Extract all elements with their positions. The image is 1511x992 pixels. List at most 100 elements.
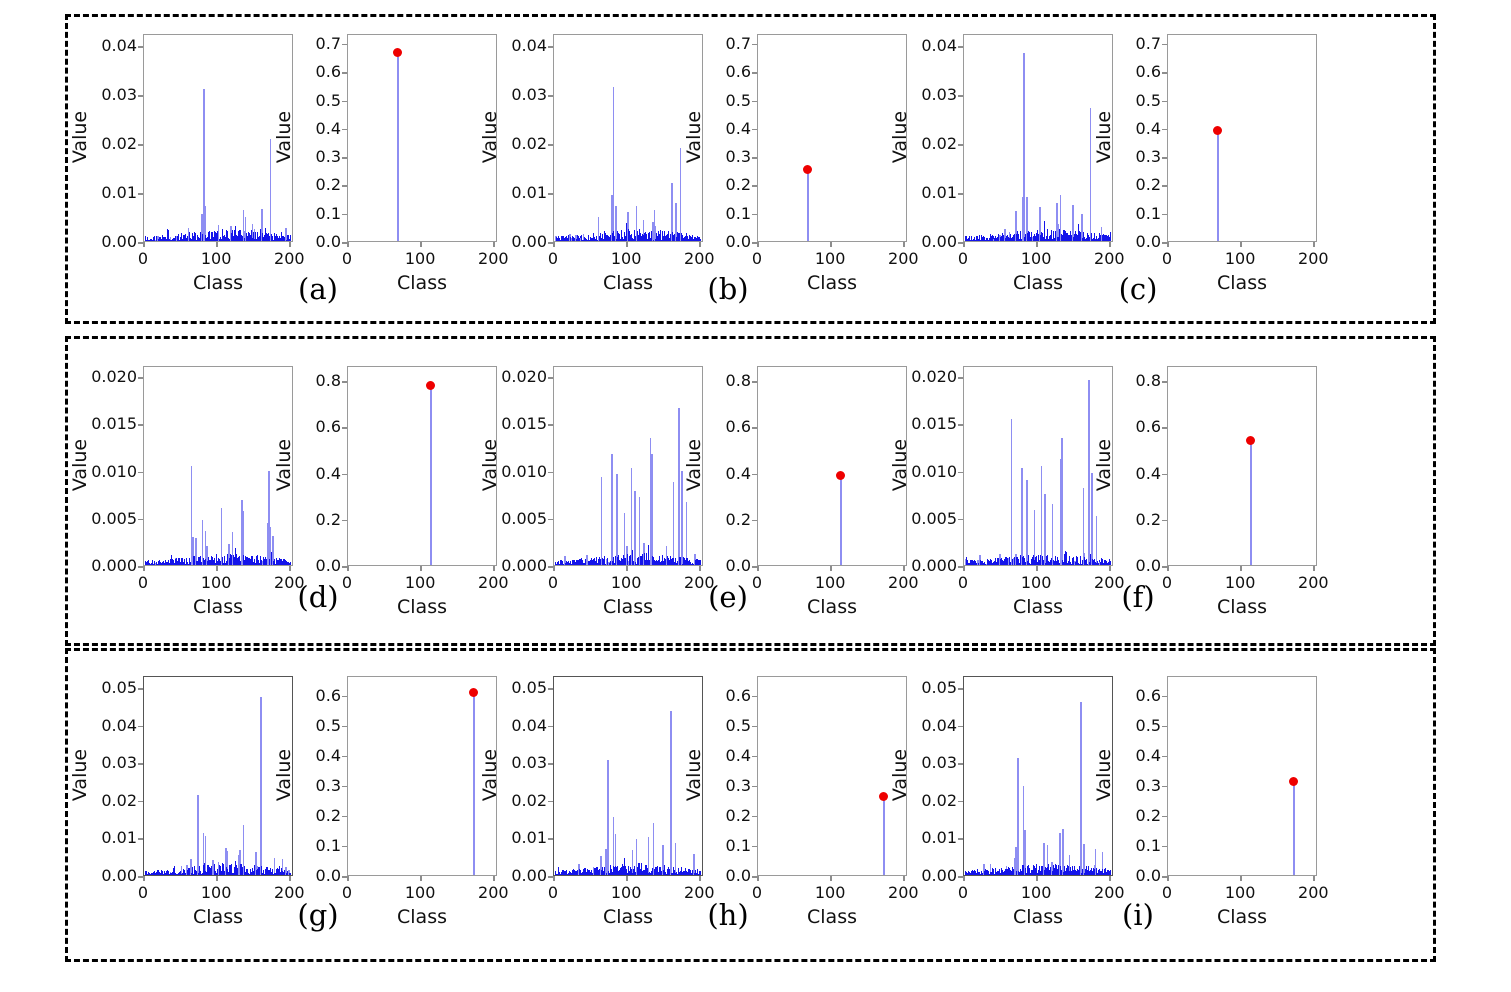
bar: [1015, 210, 1017, 241]
bar: [668, 867, 670, 875]
bar: [592, 237, 594, 241]
bar: [670, 556, 672, 565]
bar: [192, 536, 194, 565]
bar: [224, 555, 226, 565]
bar: [630, 467, 633, 565]
bar: [165, 561, 167, 565]
bar: [275, 234, 277, 241]
y-tick-label: 0.4: [315, 463, 341, 483]
bar: [150, 239, 152, 241]
y-tick-label: 0.04: [101, 715, 137, 735]
bar: [218, 865, 220, 875]
y-tick-mark: [138, 518, 143, 521]
bar: [680, 562, 682, 565]
bar: [651, 231, 653, 241]
bar: [1043, 560, 1045, 565]
x-axis-label: Class: [1217, 596, 1267, 618]
bar: [1027, 555, 1029, 565]
bar: [677, 867, 679, 875]
bar: [149, 873, 151, 875]
bar: [288, 873, 290, 875]
bar: [605, 235, 607, 241]
bar: [157, 235, 159, 241]
y-tick-mark: [548, 838, 553, 840]
x-tick-label: 200: [1094, 883, 1125, 902]
bar: [985, 564, 987, 565]
bar: [289, 872, 291, 875]
bar: [274, 236, 276, 241]
bar: [587, 873, 589, 875]
bar: [1092, 559, 1094, 565]
y-tick-mark: [1162, 725, 1167, 728]
bar: [588, 560, 590, 565]
bar: [229, 235, 231, 241]
bar: [1099, 873, 1101, 875]
bar: [288, 238, 290, 241]
bar: [246, 873, 248, 875]
x-tick-label: 0: [751, 249, 763, 268]
y-tick-mark: [958, 725, 963, 728]
bar: [1109, 871, 1111, 875]
y-tick-label: 0.7: [315, 33, 341, 53]
y-tick-label: 0.005: [501, 508, 547, 528]
bar: [164, 237, 166, 241]
bar: [585, 558, 587, 565]
bar: [671, 872, 673, 875]
bar: [978, 872, 980, 875]
bar: [674, 233, 675, 241]
bar: [163, 239, 165, 241]
bar: [568, 562, 570, 565]
y-tick-label: 0.00: [511, 866, 547, 885]
y-tick-label: 0.2: [725, 509, 751, 529]
bar: [1020, 230, 1022, 241]
bar: [179, 871, 181, 875]
bar: [593, 563, 595, 565]
y-tick-label: 0.4: [1135, 118, 1161, 138]
bar: [250, 234, 252, 241]
y-tick-mark: [342, 755, 347, 758]
bar: [695, 559, 697, 565]
bar: [638, 497, 641, 565]
bar: [1081, 873, 1083, 875]
bar: [1072, 204, 1074, 241]
bar: [1034, 236, 1036, 241]
bar: [1056, 560, 1058, 565]
bar: [1082, 487, 1085, 565]
bar: [554, 871, 556, 875]
bar: [1006, 238, 1008, 241]
bar: [1084, 557, 1085, 565]
bar: [582, 234, 585, 241]
bar: [644, 561, 646, 565]
bar: [989, 864, 992, 875]
bar: [1067, 234, 1069, 241]
x-tick-mark: [553, 876, 555, 881]
bar: [636, 559, 638, 565]
bar: [679, 871, 681, 875]
bar: [164, 563, 166, 565]
y-axis-label: Value: [479, 438, 501, 492]
bar: [609, 865, 611, 875]
bar: [1002, 559, 1004, 565]
bar: [160, 562, 162, 565]
bar: [1007, 237, 1009, 241]
bar: [667, 559, 669, 565]
bar: [152, 236, 154, 241]
bar: [596, 561, 598, 565]
y-tick-label: 0.3: [315, 775, 341, 795]
bar: [1029, 563, 1031, 565]
bar: [603, 557, 605, 565]
bar: [1040, 232, 1042, 241]
y-tick-label: 0.04: [921, 36, 957, 56]
bar: [1103, 238, 1105, 241]
bar: [1010, 871, 1012, 875]
bar: [1048, 562, 1050, 565]
bar: [247, 236, 249, 241]
y-tick-label: 0.2: [1135, 175, 1161, 195]
bar: [572, 564, 574, 565]
bar: [159, 236, 161, 241]
bar: [1092, 867, 1094, 875]
bar: [577, 239, 579, 241]
y-tick-label: 0.6: [725, 417, 751, 437]
bar: [226, 850, 229, 875]
bar: [966, 872, 968, 875]
